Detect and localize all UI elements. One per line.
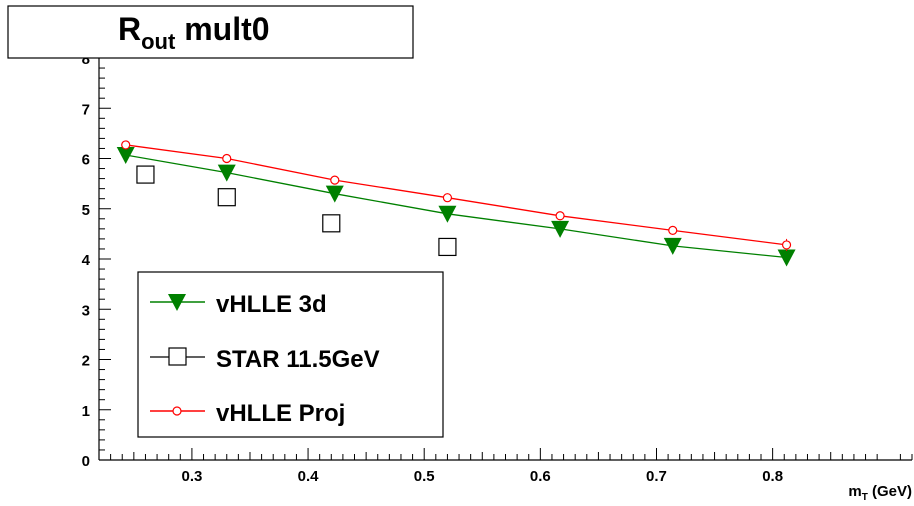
y-tick-label: 3 bbox=[82, 302, 90, 319]
x-tick-label: 0.5 bbox=[414, 468, 435, 485]
legend: vHLLE 3d STAR 11.5GeV vHLLE Proj bbox=[137, 271, 444, 438]
legend-frame bbox=[137, 271, 444, 438]
legend-entry-vhlle-3d: vHLLE 3d bbox=[150, 291, 327, 318]
y-tick-label: 0 bbox=[82, 453, 90, 470]
point-vhlle-3d bbox=[777, 249, 796, 267]
chart-title-main: R bbox=[118, 11, 141, 47]
point-vhlle-proj bbox=[442, 193, 453, 203]
x-tick-label: 0.6 bbox=[530, 468, 551, 485]
point-vhlle-3d bbox=[325, 185, 344, 203]
x-axis-label: mT (GeV) bbox=[848, 483, 912, 501]
legend-marker-star bbox=[168, 347, 187, 366]
y-tick-label: 8 bbox=[82, 51, 90, 68]
point-vhlle-proj bbox=[121, 140, 131, 150]
legend-entry-star: STAR 11.5GeV bbox=[150, 346, 380, 373]
legend-marker-vhlle-proj bbox=[172, 406, 182, 416]
x-tick-label: 0.3 bbox=[181, 468, 202, 485]
point-star-11-5gev bbox=[322, 214, 341, 233]
point-star-11-5gev bbox=[217, 188, 236, 207]
x-tick-label: 0.8 bbox=[762, 468, 783, 485]
y-tick-label: 4 bbox=[82, 252, 91, 269]
x-tick-label: 0.4 bbox=[298, 468, 320, 485]
point-star-11-5gev bbox=[438, 237, 457, 257]
point-vhlle-proj bbox=[781, 240, 792, 250]
chart-title-rest: mult0 bbox=[175, 11, 269, 47]
point-vhlle-proj bbox=[555, 211, 565, 221]
x-axis-label-sub: T bbox=[862, 492, 868, 501]
legend-marker-vhlle-3d bbox=[168, 294, 186, 311]
point-star-11-5gev bbox=[136, 165, 155, 184]
y-tick-label: 5 bbox=[82, 202, 90, 219]
title-box: Rout mult0 bbox=[7, 5, 414, 59]
point-vhlle-3d bbox=[217, 164, 236, 182]
legend-label-star: STAR 11.5GeV bbox=[216, 346, 380, 373]
x-axis-label-main: m bbox=[848, 483, 861, 500]
series-layer bbox=[116, 140, 796, 267]
point-vhlle-proj bbox=[668, 225, 678, 235]
legend-label-vhlle-3d: vHLLE 3d bbox=[216, 291, 327, 318]
axes-layer: 0 1 2 3 4 5 6 7 8 0.3 0.4 0.5 0.6 0.7 0.8 bbox=[82, 51, 913, 485]
chart-title: Rout mult0 bbox=[118, 11, 270, 54]
point-vhlle-3d bbox=[438, 205, 457, 223]
y-tick-label: 1 bbox=[82, 403, 90, 420]
y-tick-label: 6 bbox=[82, 152, 90, 169]
chart-title-sub: out bbox=[141, 29, 176, 54]
point-vhlle-proj bbox=[222, 153, 232, 164]
x-axis-label-rest: (GeV) bbox=[868, 483, 912, 500]
y-tick-label: 7 bbox=[82, 101, 90, 118]
legend-entry-vhlle-proj: vHLLE Proj bbox=[150, 400, 345, 427]
point-vhlle-3d bbox=[551, 220, 570, 238]
y-tick-label: 2 bbox=[82, 353, 90, 370]
title-frame bbox=[7, 5, 414, 59]
point-vhlle-3d bbox=[663, 237, 682, 255]
point-vhlle-proj bbox=[330, 175, 340, 185]
x-tick-label: 0.7 bbox=[646, 468, 667, 485]
point-vhlle-3d bbox=[116, 146, 135, 164]
legend-label-vhlle-proj: vHLLE Proj bbox=[216, 400, 345, 427]
